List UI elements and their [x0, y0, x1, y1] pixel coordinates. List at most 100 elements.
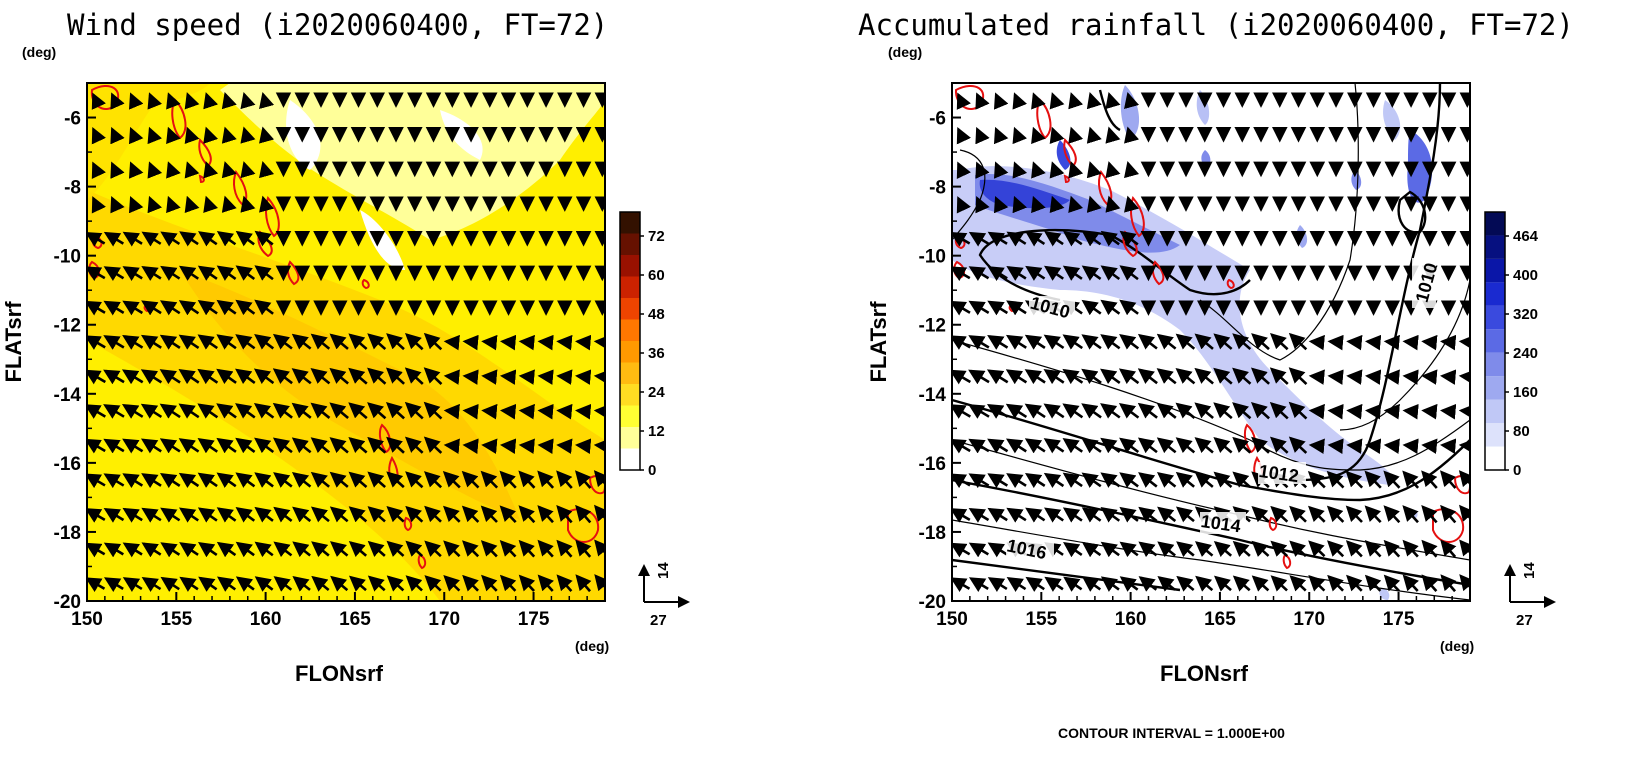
wind-calm-patch — [440, 110, 483, 160]
wind-wind-arrow — [405, 505, 424, 523]
wind-wind-arrow — [462, 438, 479, 454]
rain-colorbar-swatch — [1485, 446, 1505, 470]
rain-reference-v-label: 14 — [1521, 562, 1538, 579]
rain-wind-arrow — [968, 369, 990, 385]
wind-wind-arrow — [166, 92, 181, 110]
rain-wind-arrow — [1270, 575, 1288, 592]
rain-wind-arrow — [986, 403, 1009, 419]
wind-wind-arrow — [147, 126, 163, 145]
wind-wind-arrow — [385, 402, 405, 420]
wind-wind-arrow — [442, 471, 461, 489]
rain-wind-arrow — [1459, 504, 1470, 522]
wind-wind-arrow — [103, 300, 125, 316]
wind-wind-arrow — [593, 470, 605, 488]
wind-wind-arrow — [575, 539, 592, 558]
rain-wind-arrow — [1006, 577, 1027, 592]
rain-wind-arrow — [1458, 369, 1470, 385]
wind-wind-arrow — [518, 334, 535, 351]
wind-wind-arrow — [160, 576, 180, 592]
wind-wind-arrow — [184, 126, 200, 145]
wind-wind-arrow — [405, 471, 424, 489]
rain-wind-arrow — [1402, 470, 1420, 489]
rain-wind-arrow — [1086, 92, 1102, 110]
wind-wind-arrow — [159, 438, 181, 454]
wind-wind-arrow — [178, 472, 200, 488]
rain-wind-arrow — [1288, 332, 1308, 351]
rain-wind-arrow — [1137, 402, 1158, 419]
rain-colorbar-swatch — [1485, 212, 1505, 236]
wind-wind-arrow — [574, 403, 592, 420]
rain-wind-arrow — [1081, 231, 1102, 247]
rain-wind-arrow — [1327, 540, 1345, 558]
wind-wind-arrow — [537, 334, 554, 351]
rain-wind-arrow — [1100, 507, 1121, 523]
wind-wind-arrow — [253, 402, 275, 419]
rain-wind-arrow — [1345, 540, 1363, 558]
wind-wind-arrow — [103, 508, 125, 523]
rain-wind-arrow — [1124, 91, 1140, 110]
wind-wind-arrow — [240, 161, 256, 179]
wind-x-tick-label: 160 — [250, 609, 282, 630]
wind-wind-arrow — [128, 126, 144, 145]
wind-wind-arrow — [537, 505, 554, 524]
rain-y-tick-label: -18 — [919, 523, 946, 544]
rain-wind-arrow — [1269, 401, 1289, 420]
wind-wind-arrow — [499, 574, 517, 592]
rain-wind-vectors — [952, 91, 1470, 593]
wind-wind-arrow — [593, 369, 605, 385]
wind-wind-arrow — [537, 574, 554, 592]
rain-wind-arrow — [1289, 505, 1307, 523]
wind-reference-u-label: 27 — [650, 612, 667, 629]
wind-wind-arrow — [292, 541, 311, 558]
rain-reference-u-label: 27 — [1516, 612, 1533, 629]
rain-wind-arrow — [1327, 403, 1344, 420]
contour-labels: 1010 1010 1012 1014 1016 — [1005, 258, 1441, 563]
rain-wind-arrow — [1005, 403, 1028, 419]
wind-wind-arrow — [216, 334, 237, 350]
wind-colorbar-tick-label: 72 — [648, 228, 665, 245]
contour-interval-footer: CONTOUR INTERVAL = 1.000E+00 — [1058, 725, 1285, 741]
rain-wind-arrow — [1194, 437, 1214, 454]
wind-wind-arrow — [443, 334, 460, 351]
rain-wind-arrow — [1043, 403, 1065, 419]
rain-wind-arrow — [1119, 541, 1139, 558]
rain-y-tick-label: -10 — [919, 247, 946, 268]
wind-colorbar-tick-label: 60 — [648, 267, 665, 284]
wind-wind-arrow — [291, 402, 312, 419]
rain-wind-arrow — [1383, 334, 1400, 351]
wind-wind-arrow — [159, 334, 181, 350]
wind-wind-arrow — [235, 576, 255, 592]
rain-wind-arrow — [1049, 161, 1065, 179]
wind-y-axis-label: FLATsrf — [1, 301, 26, 383]
wind-wind-arrow — [235, 334, 256, 350]
wind-wind-arrow — [386, 471, 405, 489]
rain-wind-arrow — [1232, 471, 1252, 489]
wind-wind-arrow — [423, 367, 443, 385]
rain-wind-arrow — [1175, 333, 1196, 350]
wind-wind-arrow — [480, 540, 498, 558]
rain-wind-arrow — [1440, 470, 1457, 489]
rain-wind-arrow — [1402, 438, 1419, 454]
wind-wind-arrow — [197, 300, 218, 316]
wind-wind-arrow — [179, 507, 199, 523]
wind-wind-arrow — [462, 369, 479, 385]
wind-vector-reference: 14 27 — [638, 562, 690, 629]
wind-wind-arrow — [141, 300, 162, 316]
wind-wind-arrow — [480, 470, 499, 489]
rain-colorbar-swatch — [1485, 282, 1505, 306]
wind-wind-arrow — [122, 231, 143, 247]
wind-wind-arrow — [87, 335, 106, 350]
wind-wind-arrow — [216, 231, 237, 247]
wind-wind-arrow — [556, 369, 573, 385]
rain-wind-arrow — [952, 266, 971, 282]
rain-wind-arrow — [1043, 472, 1065, 488]
rain-wind-arrow — [1006, 300, 1027, 316]
wind-x-unit: (deg) — [575, 638, 609, 654]
rain-wind-arrow — [956, 161, 971, 179]
wind-wind-arrow — [518, 574, 536, 592]
rain-wind-arrow — [1156, 402, 1177, 419]
wind-wind-arrow — [593, 334, 605, 351]
wind-wind-arrow — [462, 540, 480, 558]
wind-wind-arrow — [235, 299, 256, 316]
rain-wind-arrow — [1005, 369, 1028, 385]
